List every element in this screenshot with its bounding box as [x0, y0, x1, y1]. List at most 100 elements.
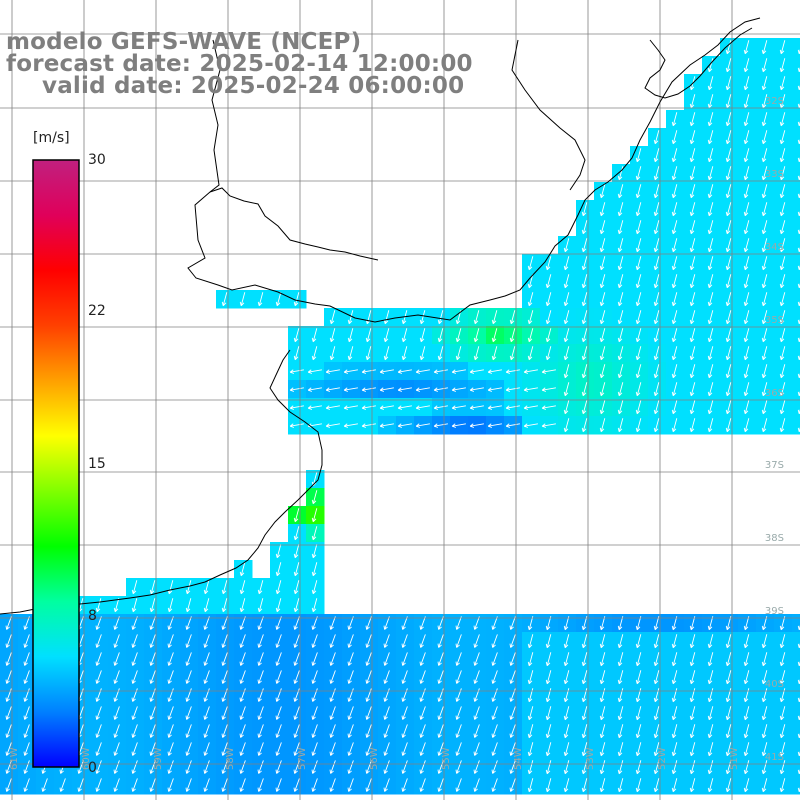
wind-arrow: [761, 688, 768, 703]
wind-arrow: [149, 652, 156, 666]
wind-arrow: [293, 328, 300, 343]
wind-arrow: [329, 346, 336, 361]
wind-arrow: [293, 616, 300, 630]
wind-arrow: [689, 148, 696, 163]
wind-arrow: [563, 724, 570, 739]
wind-arrow: [473, 778, 480, 792]
wind-arrow: [689, 94, 696, 109]
wind-arrow: [689, 724, 696, 739]
wind-arrow: [257, 760, 264, 774]
wind-arrow: [581, 634, 588, 649]
wind-arrow: [527, 634, 534, 649]
wind-arrow: [347, 634, 354, 648]
wind-arrow: [131, 778, 138, 792]
wind-arrow: [653, 220, 660, 235]
wind-arrow: [743, 148, 750, 163]
wind-arrow: [599, 616, 606, 631]
wind-arrow: [635, 274, 642, 289]
wind-arrow: [617, 688, 624, 703]
wind-arrow: [653, 742, 660, 757]
wind-arrow: [95, 760, 102, 774]
wind-arrow: [509, 760, 516, 774]
lon-label: 59W: [153, 747, 164, 770]
wind-arrow: [671, 310, 678, 325]
wind-arrow: [257, 292, 264, 307]
wind-arrow: [707, 220, 714, 235]
wind-arrow: [563, 616, 570, 631]
wind-arrow: [347, 328, 354, 343]
wind-arrow: [473, 634, 480, 648]
wind-arrow: [707, 688, 714, 703]
wind-arrow: [437, 616, 444, 630]
wind-arrow: [221, 580, 228, 595]
wind-cell: [792, 650, 800, 669]
wind-arrow: [653, 256, 660, 271]
lon-label: 53W: [585, 747, 596, 770]
wind-arrow: [599, 688, 606, 703]
wind-arrow: [541, 387, 556, 392]
wind-arrow: [599, 634, 606, 649]
wind-arrow: [419, 652, 426, 666]
wind-arrow: [329, 310, 336, 325]
lon-label: 57W: [297, 747, 308, 770]
la-plata-coast-north: [209, 187, 379, 261]
wind-arrow: [167, 634, 174, 648]
wind-arrow: [527, 778, 534, 793]
wind-arrow: [167, 706, 174, 720]
wind-arrow: [671, 346, 678, 361]
wind-arrow: [581, 202, 588, 217]
wind-arrow: [581, 418, 588, 433]
wind-arrow: [275, 562, 282, 577]
wind-arrow: [545, 652, 552, 667]
wind-arrow: [761, 670, 768, 685]
wind-arrow: [545, 706, 552, 721]
wind-arrow: [167, 760, 174, 774]
wind-arrow: [257, 616, 264, 630]
model-title: modelo GEFS-WAVE (NCEP): [6, 29, 362, 55]
wind-cell: [792, 758, 800, 777]
wind-arrow: [455, 652, 462, 666]
wind-arrow: [293, 526, 300, 541]
wind-arrow: [95, 616, 102, 630]
wind-arrow: [779, 166, 786, 181]
wind-arrow: [779, 328, 786, 343]
wind-arrow: [599, 742, 606, 757]
wind-arrow: [653, 634, 660, 649]
wind-arrow: [653, 652, 660, 667]
wind-arrow: [95, 742, 102, 756]
wind-arrow: [487, 369, 502, 374]
wind-arrow: [505, 369, 520, 374]
wind-arrow: [419, 310, 426, 325]
wind-arrow: [581, 220, 588, 235]
wind-arrow: [545, 724, 552, 739]
wind-arrow: [455, 616, 462, 630]
wind-arrow: [203, 580, 210, 595]
wind-arrow: [545, 778, 552, 793]
wind-arrow: [289, 405, 304, 410]
wind-arrow: [617, 724, 624, 739]
wind-arrow: [23, 760, 30, 774]
wind-arrow: [185, 760, 192, 774]
wind-arrow: [761, 742, 768, 757]
wind-arrow: [779, 310, 786, 325]
wind-arrow: [707, 742, 714, 757]
wind-arrow: [725, 184, 732, 199]
wind-arrow: [653, 418, 660, 433]
wind-arrow: [653, 760, 660, 775]
wind-arrow: [401, 346, 408, 361]
wind-arrow: [779, 364, 786, 379]
wind-arrow: [5, 778, 12, 792]
wind-arrow: [113, 634, 120, 648]
wind-arrow: [689, 256, 696, 271]
wind-arrow: [361, 369, 376, 374]
wind-arrow: [689, 328, 696, 343]
forecast-date: forecast date: 2025-02-14 12:00:00: [6, 51, 473, 77]
wind-cell: [792, 74, 800, 93]
wind-arrow: [401, 760, 408, 774]
wind-arrow: [779, 652, 786, 667]
wind-arrow: [617, 274, 624, 289]
wind-arrow: [203, 778, 210, 792]
wind-arrow: [361, 387, 376, 392]
wind-arrow: [23, 706, 30, 720]
wind-arrow: [617, 166, 624, 181]
